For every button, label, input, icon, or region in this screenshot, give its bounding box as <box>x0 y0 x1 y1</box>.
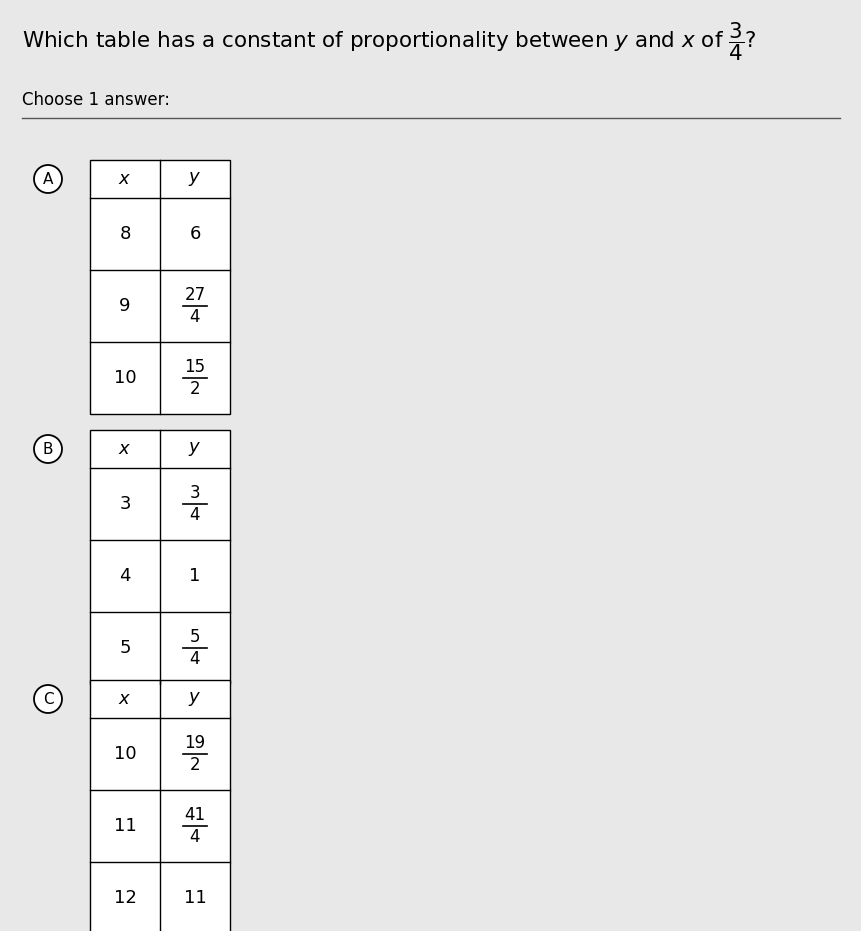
Text: $y$: $y$ <box>188 690 201 708</box>
Text: 41: 41 <box>184 806 205 824</box>
Text: 6: 6 <box>189 225 201 243</box>
Text: 4: 4 <box>189 828 200 846</box>
Text: Which table has a constant of proportionality between $y$ and $x$ of $\dfrac{3}{: Which table has a constant of proportion… <box>22 20 756 63</box>
Text: 2: 2 <box>189 756 200 774</box>
Text: 1: 1 <box>189 567 201 585</box>
Text: $x$: $x$ <box>118 690 132 708</box>
Text: 10: 10 <box>114 745 136 763</box>
Text: 4: 4 <box>189 650 200 668</box>
Text: 11: 11 <box>183 889 206 907</box>
Text: 19: 19 <box>184 734 205 752</box>
Text: Choose 1 answer:: Choose 1 answer: <box>22 91 170 109</box>
Text: 3: 3 <box>189 484 200 502</box>
Text: A: A <box>43 171 53 186</box>
Text: 3: 3 <box>119 495 131 513</box>
Text: 11: 11 <box>114 817 136 835</box>
Text: 27: 27 <box>184 286 205 304</box>
Text: $x$: $x$ <box>118 170 132 188</box>
Text: 9: 9 <box>119 297 131 315</box>
Text: B: B <box>43 441 53 456</box>
Text: 5: 5 <box>119 639 131 657</box>
Text: $y$: $y$ <box>188 440 201 458</box>
Text: $x$: $x$ <box>118 440 132 458</box>
Text: C: C <box>43 692 53 707</box>
Text: 15: 15 <box>184 358 205 376</box>
Text: 4: 4 <box>189 308 200 326</box>
Circle shape <box>34 435 62 463</box>
Bar <box>90 430 230 684</box>
Text: 5: 5 <box>189 628 200 646</box>
Text: 4: 4 <box>119 567 131 585</box>
Circle shape <box>34 685 62 713</box>
Circle shape <box>34 165 62 193</box>
Text: 12: 12 <box>114 889 136 907</box>
Text: 8: 8 <box>119 225 131 243</box>
Text: 4: 4 <box>189 506 200 524</box>
Text: $y$: $y$ <box>188 170 201 188</box>
Bar <box>90 160 230 414</box>
Text: 10: 10 <box>114 369 136 387</box>
Bar <box>90 680 230 931</box>
Text: 2: 2 <box>189 380 200 398</box>
